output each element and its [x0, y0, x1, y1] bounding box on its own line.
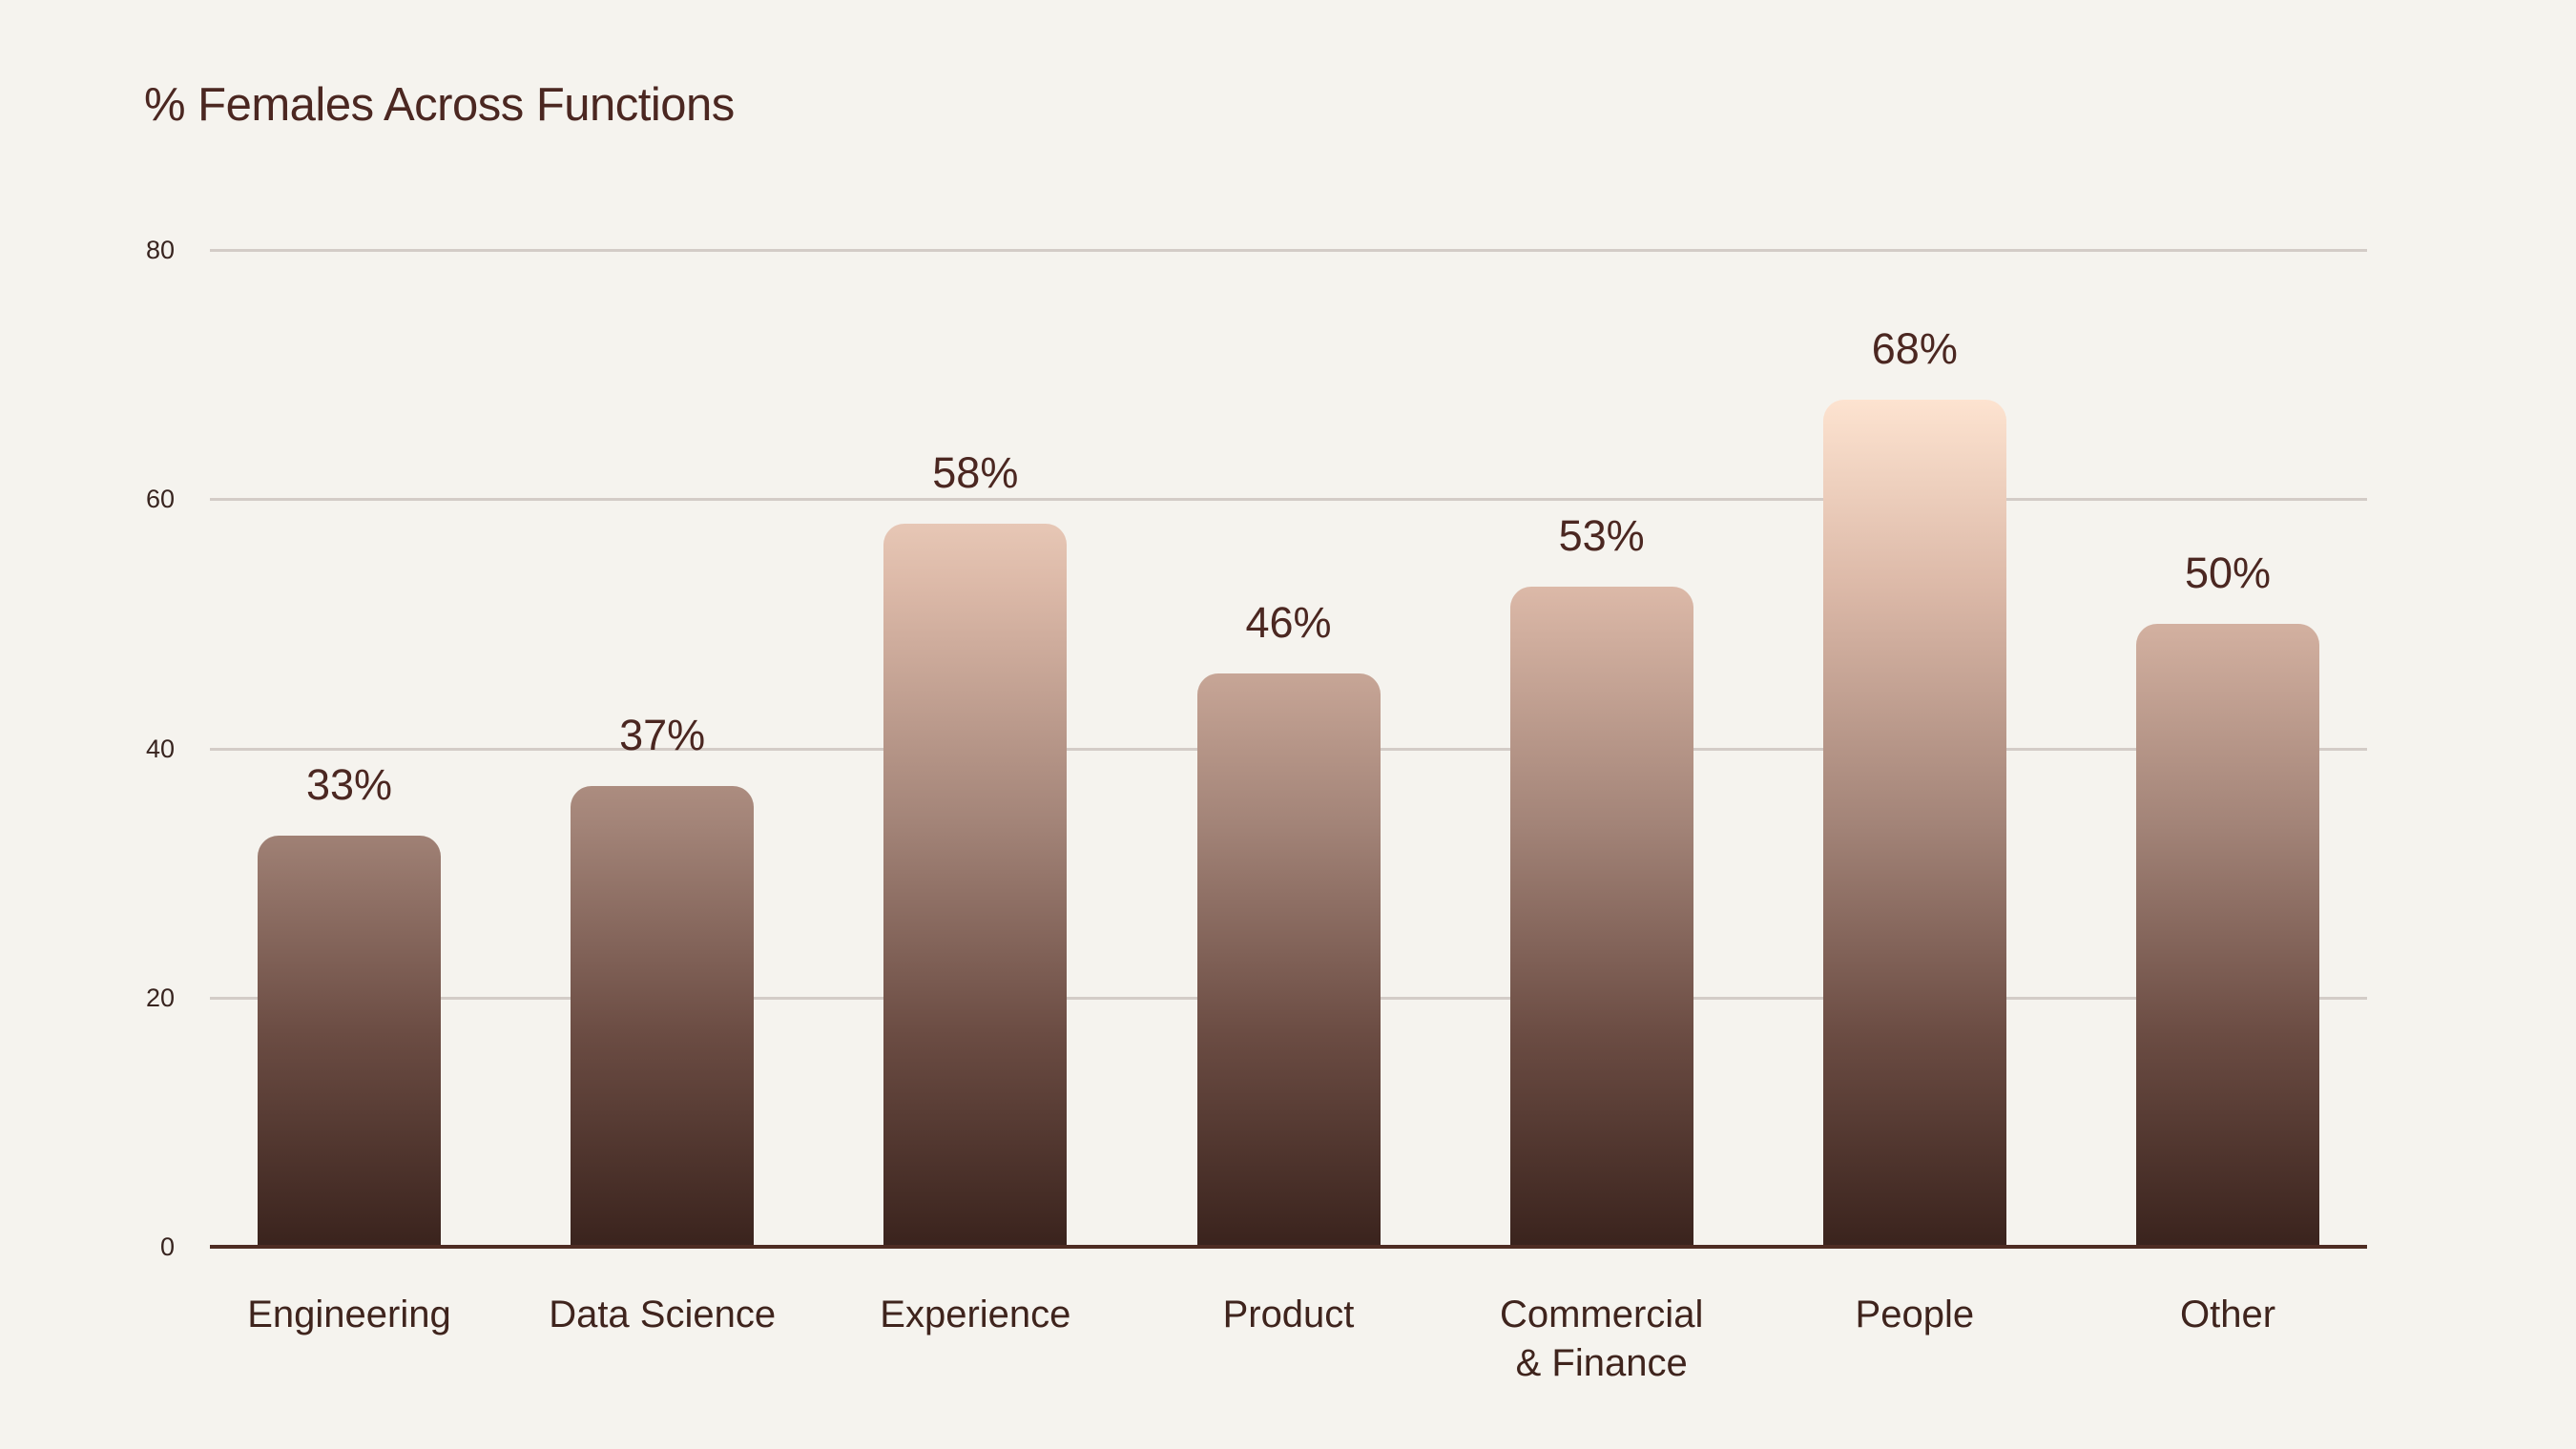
bar-value-label: 53% — [1558, 510, 1645, 560]
bar-group-0: 33% — [258, 721, 441, 1247]
bar-product — [1196, 673, 1381, 1247]
bar-commercial-finance — [1509, 586, 1693, 1247]
x-axis-baseline — [210, 1245, 2367, 1249]
category-label-line: People — [1855, 1294, 1975, 1335]
bar-category-label: Commercial & Finance — [1440, 1291, 1764, 1388]
bar-group-5: 68% — [1822, 285, 2006, 1247]
category-label-line: Data Science — [549, 1294, 777, 1335]
bar-value-label: 33% — [305, 759, 393, 809]
y-tick-label-60: 60 — [145, 485, 175, 514]
chart-title: % Females Across Functions — [144, 79, 735, 131]
y-tick-label-80: 80 — [145, 236, 175, 264]
category-label-line: Product — [1222, 1294, 1355, 1335]
category-label-line: Engineering — [247, 1294, 451, 1335]
category-label-line: Experience — [880, 1294, 1071, 1335]
bar-other — [2136, 623, 2319, 1247]
plot-area: 0 20 40 60 80 33% Engineering 37% Data Science 58… — [146, 236, 2367, 1384]
bar-engineering — [258, 835, 441, 1247]
gridline-80 — [210, 249, 2367, 252]
bar-category-label: People — [1753, 1291, 2077, 1339]
bar-category-label: Product — [1127, 1291, 1451, 1339]
y-tick-label-0: 0 — [159, 1232, 175, 1261]
y-tick-label-20: 20 — [145, 983, 175, 1012]
bar-category-label: Engineering — [187, 1291, 511, 1339]
bar-group-3: 46% — [1196, 559, 1381, 1247]
bar-category-label: Other — [2066, 1291, 2390, 1339]
bar-group-2: 58% — [883, 409, 1068, 1247]
bar-value-label: 50% — [2184, 548, 2272, 597]
bar-group-4: 53% — [1509, 472, 1693, 1247]
gridline-60 — [210, 498, 2367, 502]
bar-data-science — [571, 785, 755, 1247]
y-tick-label-40: 40 — [145, 734, 175, 763]
category-label-line: Commercial — [1499, 1294, 1704, 1335]
bar-group-1: 37% — [571, 672, 755, 1247]
bar-people — [1822, 399, 2006, 1247]
category-label-line: Other — [2179, 1294, 2276, 1335]
bar-experience — [883, 524, 1068, 1247]
bar-category-label: Data Science — [500, 1291, 824, 1339]
category-label-line: & Finance — [1515, 1342, 1688, 1384]
bar-value-label: 58% — [932, 448, 1019, 498]
bar-value-label: 68% — [1871, 323, 1958, 373]
bar-group-6: 50% — [2136, 509, 2319, 1247]
bar-value-label: 46% — [1245, 598, 1332, 648]
bar-category-label: Experience — [813, 1291, 1137, 1339]
bar-value-label: 37% — [619, 710, 706, 759]
